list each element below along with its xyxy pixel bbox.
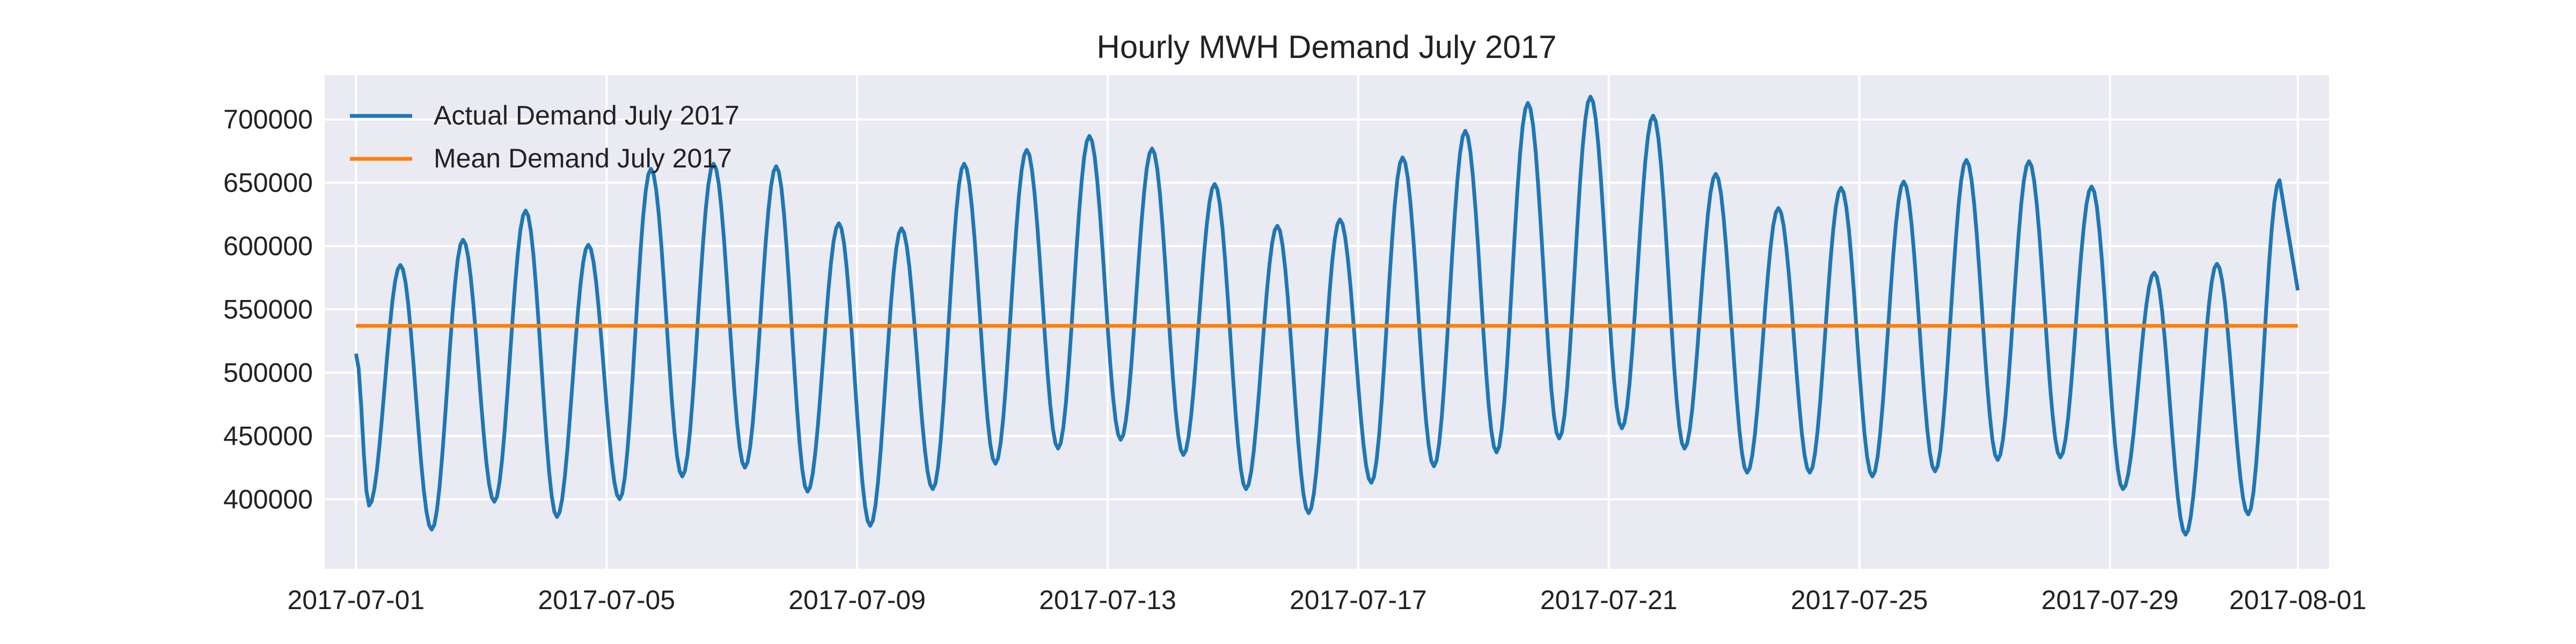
series-line-actual-demand <box>354 94 2300 537</box>
y-tick-label: 450000 <box>223 421 313 451</box>
y-tick-label: 550000 <box>223 294 313 324</box>
x-tick-label: 2017-07-13 <box>1039 585 1176 615</box>
legend: Actual Demand July 2017 Mean Demand July… <box>350 100 740 173</box>
x-tick-label: 2017-07-25 <box>1791 585 1928 615</box>
y-tick-label: 700000 <box>223 105 313 135</box>
series <box>354 94 2300 537</box>
x-tick-label: 2017-07-09 <box>788 585 926 615</box>
x-tick-label: 2017-07-17 <box>1290 585 1427 615</box>
y-tick-label: 500000 <box>223 357 313 387</box>
legend-label-actual: Actual Demand July 2017 <box>434 100 740 130</box>
chart-title: Hourly MWH Demand July 2017 <box>1097 29 1557 65</box>
x-axis-ticks: 2017-07-01 2017-07-05 2017-07-09 2017-07-13… <box>287 585 2366 615</box>
grid <box>325 75 2329 569</box>
x-tick-label: 2017-07-01 <box>287 585 425 615</box>
x-tick-label: 2017-07-21 <box>1540 585 1678 615</box>
y-tick-label: 650000 <box>223 168 313 198</box>
legend-label-mean: Mean Demand July 2017 <box>434 143 732 173</box>
y-tick-label: 600000 <box>223 231 313 261</box>
x-tick-label: 2017-07-29 <box>2041 585 2179 615</box>
y-axis-ticks: 400000 450000 500000 550000 600000 650000 7000… <box>223 105 313 515</box>
x-tick-label: 2017-08-01 <box>2229 585 2367 615</box>
x-tick-label: 2017-07-05 <box>538 585 675 615</box>
y-tick-label: 400000 <box>223 484 313 514</box>
